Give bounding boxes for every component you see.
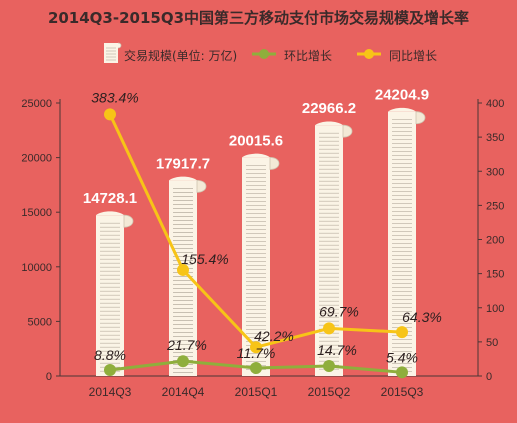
line-marker-icon-yellow	[357, 49, 381, 59]
bar-curl	[342, 124, 353, 138]
bar	[96, 215, 124, 376]
left-axis-tick-label: 25000	[21, 98, 52, 110]
right-axis-tick-label: 200	[486, 235, 504, 247]
tb-value-label: 69.7%	[319, 303, 359, 319]
legend: 交易规模(单位: 万亿) 环比增长 同比增长	[100, 40, 500, 70]
right-axis-tick-label: 0	[486, 371, 492, 383]
legend-item-tb: 同比增长	[355, 40, 475, 70]
hb-value-label: 21.7%	[166, 337, 207, 353]
legend-label-bar: 交易规模(单位: 万亿)	[124, 49, 238, 63]
bar-top-edge	[315, 121, 343, 126]
receipt-icon	[104, 42, 122, 63]
tb-value-label: 64.3%	[402, 309, 442, 325]
right-axis-tick-label: 250	[486, 200, 504, 212]
x-axis-tick-label: 2015Q1	[235, 385, 278, 399]
tb-line-point	[177, 263, 189, 276]
hb-line-point	[396, 366, 408, 379]
hb-value-label: 5.4%	[386, 349, 418, 365]
left-axis-tick-label: 5000	[28, 316, 52, 328]
hb-value-label: 8.8%	[94, 347, 126, 363]
right-axis-tick-label: 150	[486, 269, 504, 281]
legend-label-hb: 环比增长	[284, 49, 333, 63]
tb-line-point	[396, 326, 408, 339]
line-marker-icon-green	[252, 49, 276, 59]
tb-value-label: 42.2%	[254, 328, 294, 344]
chart-title: 2014Q3-2015Q3中国第三方移动支付市场交易规模及增长率	[47, 9, 470, 27]
tb-value-label: 155.4%	[181, 251, 228, 267]
right-axis-tick-label: 350	[486, 132, 504, 144]
bar-value-label: 17917.7	[156, 155, 210, 172]
right-axis-tick-label: 300	[486, 166, 504, 178]
bar-top-edge	[242, 153, 270, 158]
left-axis-tick-label: 10000	[21, 262, 52, 274]
bar	[242, 157, 270, 376]
hb-value-label: 11.7%	[237, 345, 276, 361]
bar-value-label: 24204.9	[375, 87, 429, 104]
hb-line-point	[250, 362, 262, 375]
bar-value-label: 20015.6	[229, 132, 283, 149]
tb-line-point	[250, 341, 262, 354]
bar-top-edge	[96, 211, 124, 216]
right-axis-tick-label: 400	[486, 98, 504, 110]
tb-line-point	[323, 322, 335, 335]
bar-value-label: 22966.2	[302, 100, 356, 117]
left-axis-tick-label: 20000	[21, 153, 52, 165]
bar-top-edge	[169, 176, 197, 181]
tb-value-label: 383.4%	[91, 89, 138, 105]
left-axis-tick-label: 0	[46, 371, 52, 383]
x-axis-tick-label: 2014Q4	[162, 385, 205, 399]
legend-label-tb: 同比增长	[389, 49, 438, 63]
bar-curl	[269, 157, 280, 170]
hb-value-label: 14.7%	[317, 342, 357, 358]
hb-line-point	[104, 363, 116, 376]
bar-curl	[123, 214, 134, 228]
right-axis-tick-label: 50	[486, 337, 498, 349]
x-axis-tick-label: 2015Q2	[308, 385, 351, 399]
legend-item-bar: 交易规模(单位: 万亿)	[100, 40, 240, 70]
bar-top-edge	[388, 107, 416, 112]
bar	[315, 125, 343, 376]
hb-line-point	[323, 359, 335, 372]
bar-value-label: 14728.1	[83, 190, 137, 207]
x-axis-tick-label: 2015Q3	[381, 385, 424, 399]
right-axis-tick-label: 100	[486, 303, 504, 315]
hb-line-point	[177, 355, 189, 368]
x-axis-tick-label: 2014Q3	[89, 385, 132, 399]
bar-curl	[196, 179, 207, 193]
bar-curl	[415, 111, 426, 125]
tb-line-point	[104, 108, 116, 121]
legend-item-hb: 环比增长	[250, 40, 350, 70]
left-axis-tick-label: 15000	[21, 207, 52, 219]
